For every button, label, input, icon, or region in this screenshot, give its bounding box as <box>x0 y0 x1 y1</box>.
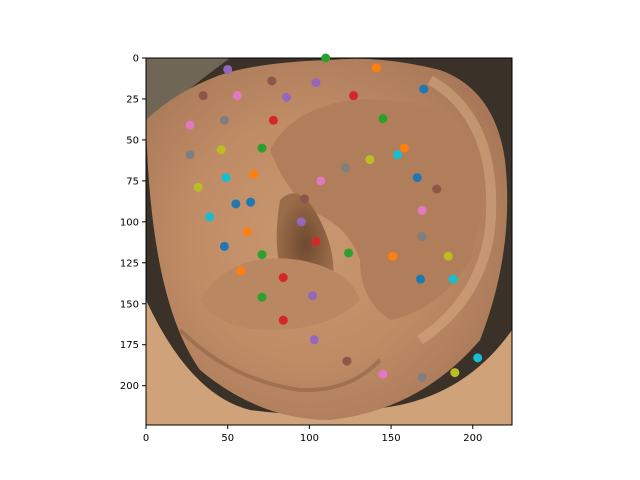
y-tick-label: 0 <box>133 54 139 65</box>
scatter-point-14 <box>185 150 195 160</box>
scatter-point-29 <box>299 194 309 204</box>
scatter-point-13 <box>378 114 388 124</box>
scatter-point-52 <box>450 368 460 378</box>
scatter-point-8 <box>349 91 359 101</box>
scatter-point-22 <box>221 173 231 183</box>
scatter-point-3 <box>267 76 277 86</box>
x-tick-label: 50 <box>221 433 234 444</box>
y-tick-label: 200 <box>120 381 139 392</box>
scatter-point-27 <box>231 199 241 209</box>
y-tick-label: 125 <box>120 258 139 269</box>
y-tick-label: 50 <box>126 135 139 146</box>
scatter-point-11 <box>219 115 229 125</box>
scatter-point-42 <box>278 273 288 283</box>
scatter-point-23 <box>249 169 259 179</box>
scatter-point-51 <box>417 372 427 382</box>
scatter-point-20 <box>340 163 350 173</box>
scatter-point-7 <box>282 92 292 102</box>
scatter-point-4 <box>311 78 321 88</box>
scatter-point-43 <box>416 274 425 284</box>
x-tick-label: 150 <box>382 433 401 444</box>
scatter-point-19 <box>399 143 409 153</box>
scatter-point-37 <box>257 250 267 260</box>
y-tick-label: 175 <box>120 340 139 351</box>
scatter-point-33 <box>242 227 252 237</box>
scatter-point-46 <box>308 291 318 301</box>
scatter-point-9 <box>419 84 429 94</box>
scatter-point-5 <box>198 91 208 101</box>
y-tick-label: 25 <box>126 94 139 105</box>
scatter-point-28 <box>246 197 256 207</box>
points-layer <box>185 53 483 382</box>
scatter-point-31 <box>296 217 306 227</box>
scatter-point-50 <box>378 369 388 379</box>
scatter-point-12 <box>268 115 278 125</box>
scatter-point-53 <box>473 353 483 363</box>
scatter-point-34 <box>311 237 321 246</box>
x-tick-label: 200 <box>463 433 482 444</box>
scatter-point-36 <box>219 241 229 251</box>
plot-area <box>146 58 512 425</box>
scatter-point-48 <box>309 335 319 345</box>
scatter-point-40 <box>443 251 453 261</box>
scatter-point-45 <box>257 292 267 302</box>
scatter-point-17 <box>365 155 375 165</box>
y-tick-label: 100 <box>120 217 139 228</box>
scatter-point-21 <box>193 182 203 192</box>
scatter-point-10 <box>185 120 195 130</box>
ear-photo-background <box>146 58 512 425</box>
scatter-point-1 <box>223 64 233 74</box>
y-axis: 0 25 50 75 100 125 150 175 200 <box>120 54 146 392</box>
scatter-point-26 <box>432 184 442 194</box>
scatter-point-18 <box>393 150 403 160</box>
scatter-point-25 <box>412 173 422 183</box>
x-tick-label: 0 <box>143 433 149 444</box>
x-axis: 0 50 100 150 200 <box>143 425 482 444</box>
scatter-point-24 <box>316 176 326 186</box>
y-tick-label: 75 <box>126 176 139 187</box>
scatter-point-38 <box>344 248 354 258</box>
y-tick-label: 150 <box>120 299 139 310</box>
scatter-point-35 <box>417 232 427 242</box>
scatter-point-32 <box>417 205 427 215</box>
scatter-point-39 <box>388 251 398 261</box>
scatter-point-15 <box>216 145 226 155</box>
scatter-point-2 <box>371 63 381 73</box>
scatter-point-47 <box>278 315 288 325</box>
x-tick-label: 100 <box>300 433 319 444</box>
scatter-point-30 <box>205 212 215 222</box>
scatter-point-49 <box>342 356 352 366</box>
scatter-point-0 <box>321 53 331 63</box>
scatter-point-6 <box>233 91 242 101</box>
scatter-point-41 <box>236 266 246 276</box>
scatter-point-16 <box>257 143 267 153</box>
scatter-point-44 <box>448 274 458 284</box>
